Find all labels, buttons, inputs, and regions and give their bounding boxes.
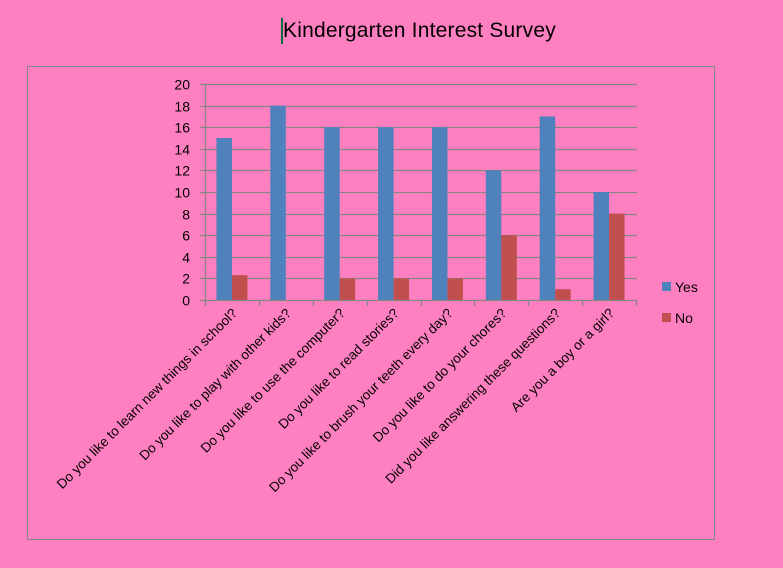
text-cursor [281, 18, 283, 44]
category-label: Do you like to brush your teeth every da… [266, 306, 455, 495]
bar-no[interactable] [447, 278, 463, 300]
chart-area-border[interactable] [27, 66, 715, 540]
category-label: Do you like to learn new things in schoo… [54, 306, 240, 492]
y-tick-label: 0 [182, 293, 190, 309]
bar-no[interactable] [501, 235, 517, 300]
y-axis: 0 2 4 6 8 10 12 14 16 18 20 [174, 77, 207, 309]
y-tick-label: 20 [174, 77, 190, 93]
bar-yes[interactable] [270, 105, 286, 300]
category-label: Are you a boy or a girl? [508, 306, 617, 415]
bar-yes[interactable] [378, 127, 394, 300]
y-tick-label: 6 [182, 228, 190, 244]
bar-yes[interactable] [593, 192, 610, 300]
bar-no[interactable] [555, 289, 571, 300]
bar-no[interactable] [393, 278, 410, 300]
y-tick-label: 14 [174, 142, 190, 158]
y-tick-label: 18 [174, 99, 190, 115]
bar-no[interactable] [339, 278, 356, 300]
y-tick-label: 4 [182, 250, 190, 266]
bar-no[interactable] [609, 213, 625, 300]
y-tick-label: 12 [174, 163, 190, 179]
gridlines [205, 83, 637, 280]
y-tick-label: 2 [182, 271, 190, 287]
bar-yes[interactable] [485, 170, 502, 300]
bar-series [216, 105, 625, 301]
y-tick-label: 8 [182, 207, 190, 223]
y-tick-label: 10 [174, 185, 190, 201]
bar-yes[interactable] [216, 138, 232, 300]
bar-no[interactable] [231, 275, 248, 300]
legend-swatch-no [662, 313, 671, 322]
chart-title[interactable]: Kindergarten Interest Survey [283, 19, 556, 42]
x-axis: Do you like to learn new things in schoo… [54, 299, 638, 495]
legend-swatch-yes [662, 282, 671, 291]
legend-label-yes: Yes [675, 279, 698, 295]
legend-label-no: No [675, 310, 693, 326]
y-tick-label: 16 [174, 120, 190, 136]
legend[interactable]: Yes No [662, 279, 698, 326]
bar-yes[interactable] [431, 127, 448, 300]
bar-yes[interactable] [539, 116, 556, 301]
bar-yes[interactable] [324, 127, 340, 300]
